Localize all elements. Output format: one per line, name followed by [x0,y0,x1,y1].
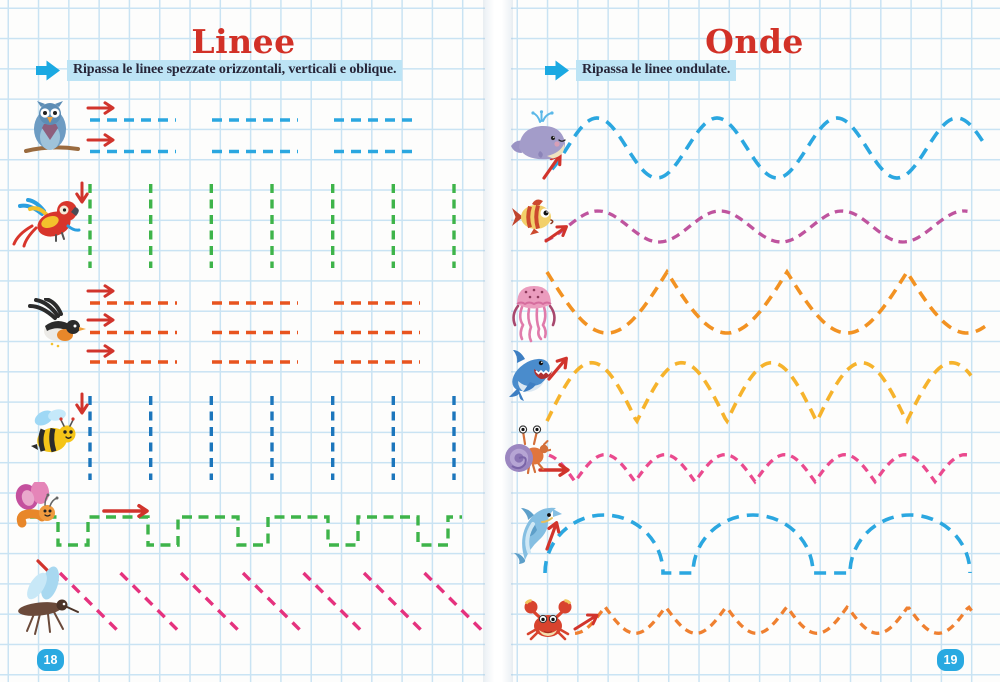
left-trace-line-dragonfly [179,571,243,635]
right-trace-line-dolphin [543,513,972,575]
left-trace-line-butterfly [30,515,462,547]
parrot-icon [12,198,81,248]
left-trace-line-dragonfly [423,571,486,635]
start-arrow-icon [544,225,568,243]
fish-icon [512,199,554,235]
start-arrow-icon [86,101,115,115]
left-trace-line-dragonfly [241,571,305,635]
right-page [509,0,1000,682]
right-trace-line-fish [544,209,968,244]
left-trace-line-dragonfly [362,571,426,635]
left-trace-line-dragonfly [58,571,122,635]
start-arrow-icon [75,181,89,204]
instruction-arrow-icon [545,60,569,81]
right-trace-line-hermit-crab [548,453,970,485]
start-arrow-icon [573,613,599,631]
songbird-icon [28,298,86,348]
left-trace-line-dragonfly [119,571,182,635]
hermit-crab-icon [505,425,551,475]
start-arrow-icon [75,392,89,415]
instruction-arrow-icon [36,60,60,81]
right-instruction: Ripassa le linee ondulate. [545,60,737,82]
right-page-number-badge: 19 [937,649,964,671]
page-gutter [485,0,511,682]
shark-icon [509,350,552,401]
start-arrow-icon [547,356,568,381]
left-instruction-text: Ripassa le linee spezzate orizzontali, v… [67,60,403,82]
dragonfly-icon [18,566,79,635]
start-arrow-icon [545,521,561,551]
right-trace-line-shark [545,360,973,425]
right-trace-line-jellyfish [545,268,986,335]
bee-icon [31,409,76,453]
left-page [0,0,487,682]
dolphin-icon [514,507,562,564]
right-trace-line-crab [574,603,977,635]
right-instruction-text: Ripassa le linee ondulate. [576,60,737,82]
left-trace-line-dragonfly [302,571,365,635]
crab-icon [524,599,572,641]
right-trace-line-whale [550,116,987,180]
left-page-number-badge: 18 [37,649,64,671]
start-arrow-icon [86,313,115,327]
start-arrow-icon [86,284,115,298]
jellyfish-icon [512,286,556,343]
owl-icon [24,101,80,153]
whale-icon [511,110,566,160]
start-arrow-icon [538,463,570,477]
butterfly-icon [15,482,59,528]
start-arrow-icon [86,344,115,358]
left-instruction: Ripassa le linee spezzate orizzontali, v… [36,60,403,82]
start-arrow-icon [86,133,115,147]
right-page-title: Onde [705,22,804,61]
page-gutter-shadow [483,0,513,682]
start-arrow-icon [102,504,149,518]
left-page-title: Linee [191,22,296,61]
